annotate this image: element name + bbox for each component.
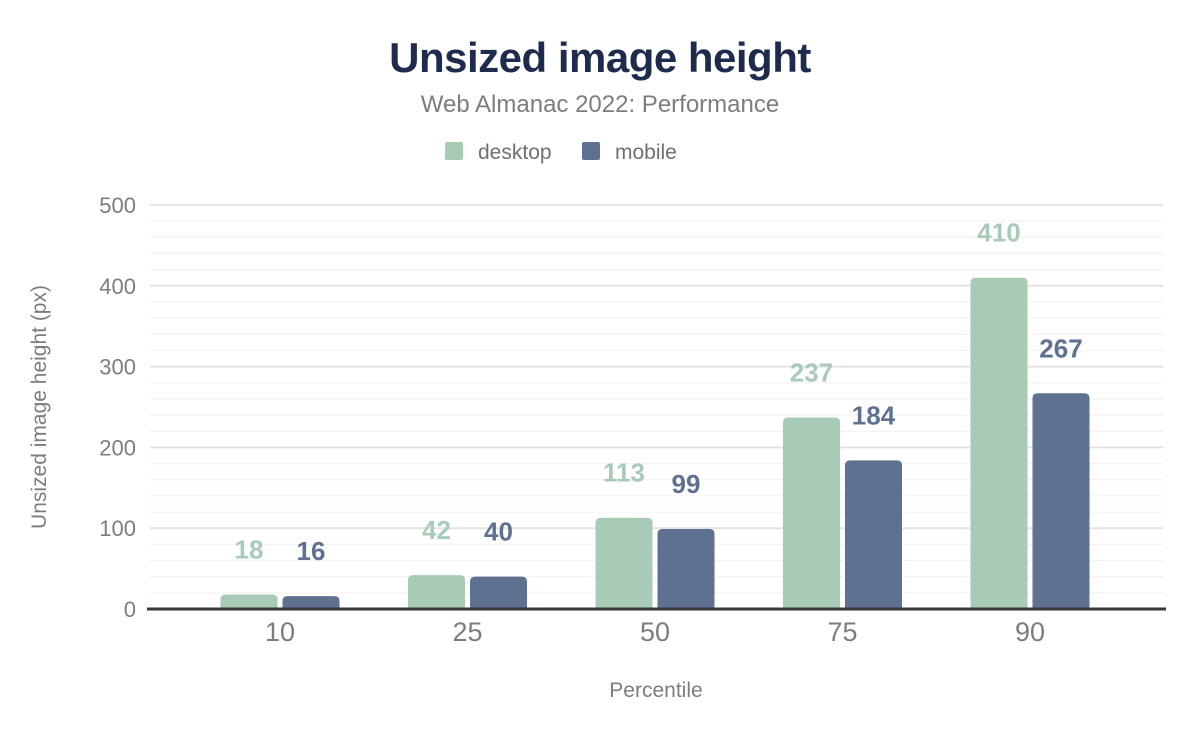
x-tick-label-50: 50 xyxy=(640,617,670,647)
bar-mobile-p75[interactable] xyxy=(845,460,902,609)
x-axis-title: Percentile xyxy=(609,679,702,702)
x-tick-label-90: 90 xyxy=(1015,617,1045,647)
value-label-desktop-p75: 237 xyxy=(790,358,833,388)
value-label-mobile-p25: 40 xyxy=(484,517,513,547)
legend-label-desktop: desktop xyxy=(478,141,552,164)
x-tick-labels: 10 25 50 75 90 xyxy=(265,617,1045,647)
legend-label-mobile: mobile xyxy=(615,141,677,164)
bar-mobile-p25[interactable] xyxy=(470,576,527,609)
y-tick-label-500: 500 xyxy=(99,193,136,218)
chart-title: Unsized image height xyxy=(389,34,811,81)
y-tick-label-400: 400 xyxy=(99,274,136,299)
y-tick-labels: 0 100 200 300 400 500 xyxy=(99,193,136,622)
y-tick-label-300: 300 xyxy=(99,355,136,380)
value-label-desktop-p50: 113 xyxy=(603,458,645,488)
bars xyxy=(220,277,1090,609)
chart-subtitle: Web Almanac 2022: Performance xyxy=(421,91,779,118)
bar-mobile-p90[interactable] xyxy=(1032,393,1090,609)
value-label-desktop-p25: 42 xyxy=(422,515,451,545)
bar-desktop-p75[interactable] xyxy=(783,417,840,609)
bar-desktop-p10[interactable] xyxy=(220,594,278,609)
bar-desktop-p90[interactable] xyxy=(970,277,1028,609)
y-axis-title: Unsized image height (px) xyxy=(28,285,51,529)
bar-desktop-p50[interactable] xyxy=(595,517,653,609)
value-label-desktop-p90: 410 xyxy=(977,218,1020,248)
legend-swatch-mobile xyxy=(582,142,600,160)
y-tick-label-0: 0 xyxy=(124,597,136,622)
value-labels: 18 42 113 237 410 16 40 99 184 267 xyxy=(235,218,1083,566)
value-label-mobile-p90: 267 xyxy=(1039,333,1082,363)
value-label-mobile-p75: 184 xyxy=(852,400,896,430)
value-label-desktop-p10: 18 xyxy=(235,534,264,564)
x-tick-label-25: 25 xyxy=(452,617,482,647)
bar-mobile-p10[interactable] xyxy=(282,596,340,609)
x-axis-line xyxy=(147,607,1166,611)
bar-desktop-p25[interactable] xyxy=(408,575,465,609)
x-tick-label-75: 75 xyxy=(827,617,857,647)
legend: desktop mobile xyxy=(445,141,677,164)
y-tick-label-100: 100 xyxy=(99,516,136,541)
x-tick-label-10: 10 xyxy=(265,617,295,647)
y-tick-label-200: 200 xyxy=(99,435,136,460)
value-label-mobile-p50: 99 xyxy=(672,469,701,499)
bar-mobile-p50[interactable] xyxy=(657,529,715,609)
value-label-mobile-p10: 16 xyxy=(297,536,326,566)
legend-swatch-desktop xyxy=(445,142,463,160)
